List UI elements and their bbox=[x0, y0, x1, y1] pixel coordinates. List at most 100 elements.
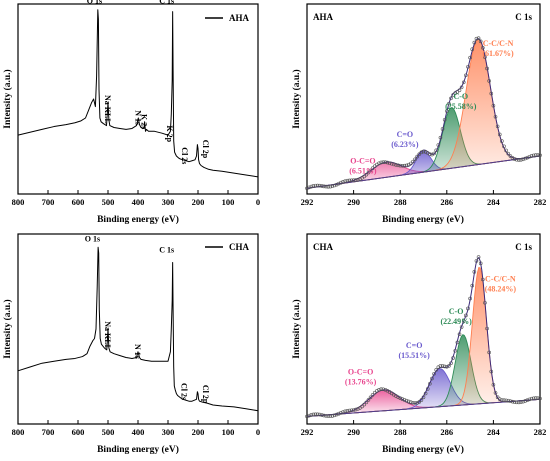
x-tick-label: 100 bbox=[222, 427, 235, 437]
raw-data-point bbox=[500, 139, 504, 143]
peak-c-o bbox=[306, 368, 541, 417]
raw-data-point bbox=[519, 158, 523, 162]
y-axis-label: Intensity (a.u.) bbox=[291, 299, 302, 358]
raw-data-point bbox=[476, 36, 481, 41]
raw-data-point bbox=[497, 397, 502, 401]
raw-data-point bbox=[417, 400, 422, 404]
raw-data-point bbox=[368, 395, 373, 400]
raw-data-point bbox=[349, 178, 354, 183]
peak-label: Na KLL bbox=[103, 321, 112, 350]
raw-data-point bbox=[332, 413, 337, 418]
panel-c1s-aha: 292 290 288 286 284 282 O-C=O(6.51%) C=O(6.23%… bbox=[291, 3, 546, 225]
raw-data-point bbox=[527, 397, 532, 402]
fit-envelope bbox=[305, 36, 542, 191]
raw-data-point bbox=[512, 157, 517, 161]
raw-data-point bbox=[525, 398, 530, 402]
raw-data-point bbox=[313, 412, 318, 417]
raw-data-point bbox=[396, 395, 400, 399]
raw-data-point bbox=[440, 364, 445, 368]
raw-data-point bbox=[464, 73, 468, 78]
raw-data-point bbox=[485, 326, 489, 331]
raw-data-point bbox=[428, 381, 432, 386]
component-name: C=O bbox=[406, 341, 423, 350]
raw-data-point bbox=[343, 179, 347, 183]
raw-data-point bbox=[483, 55, 487, 59]
x-tick-label: 0 bbox=[256, 427, 260, 437]
raw-data-point bbox=[311, 412, 316, 417]
raw-data-point bbox=[334, 182, 339, 187]
raw-data-point bbox=[415, 154, 419, 159]
component-name: O-C=O bbox=[350, 157, 375, 166]
raw-data-point bbox=[339, 411, 343, 415]
y-axis-label: Intensity (a.u.) bbox=[291, 69, 302, 128]
raw-data-point bbox=[459, 85, 464, 90]
component-name: O-C=O bbox=[348, 368, 373, 377]
raw-data-point bbox=[343, 409, 347, 414]
raw-data-point bbox=[349, 408, 354, 413]
raw-data-point bbox=[402, 163, 407, 168]
raw-data-point bbox=[468, 296, 472, 301]
x-tick-label: 800 bbox=[12, 197, 25, 207]
sample-label: CHA bbox=[313, 242, 334, 252]
raw-data-point bbox=[536, 396, 540, 401]
peak-label: K 2s bbox=[140, 114, 149, 129]
raw-data-point bbox=[495, 395, 500, 400]
x-tick-label: 200 bbox=[192, 427, 205, 437]
raw-data-point bbox=[428, 152, 432, 156]
raw-data-point bbox=[381, 160, 386, 164]
raw-data-point bbox=[330, 184, 335, 188]
raw-data-point bbox=[415, 401, 419, 405]
raw-data-point bbox=[527, 154, 532, 159]
raw-data-point bbox=[379, 387, 383, 392]
series-line-aha bbox=[17, 9, 259, 178]
component-name: C-O bbox=[453, 92, 468, 101]
raw-data-point bbox=[468, 55, 472, 60]
raw-data-point bbox=[514, 400, 519, 405]
peak-label: O 1s bbox=[85, 234, 100, 243]
raw-data-point bbox=[413, 157, 417, 162]
raw-data-point bbox=[538, 396, 542, 401]
raw-data-point bbox=[508, 154, 513, 158]
raw-data-point bbox=[481, 46, 485, 50]
raw-data-point bbox=[311, 184, 316, 188]
raw-data-point bbox=[324, 184, 328, 189]
raw-data-point bbox=[461, 80, 466, 85]
raw-data-point bbox=[457, 88, 462, 93]
x-tick-label: 800 bbox=[12, 427, 25, 437]
raw-data-point bbox=[432, 151, 436, 156]
raw-data-point bbox=[502, 398, 506, 402]
sample-label: AHA bbox=[313, 12, 334, 22]
raw-data-point bbox=[512, 400, 517, 404]
plot-frame bbox=[17, 3, 259, 195]
x-tick-label: 700 bbox=[42, 427, 55, 437]
plot-frame bbox=[17, 233, 259, 425]
x-tick-label: 282 bbox=[534, 427, 547, 437]
raw-data-point bbox=[317, 183, 322, 188]
raw-data-point bbox=[336, 181, 341, 186]
raw-data-point bbox=[474, 259, 479, 263]
raw-data-point bbox=[328, 414, 333, 418]
raw-data-point bbox=[502, 144, 506, 149]
raw-data-point bbox=[466, 306, 470, 311]
raw-data-point bbox=[447, 364, 451, 368]
x-tick-label: 300 bbox=[162, 197, 175, 207]
raw-data-point bbox=[383, 160, 388, 164]
raw-data-point bbox=[444, 364, 449, 369]
raw-data-point bbox=[466, 64, 470, 69]
raw-data-point bbox=[404, 163, 409, 168]
raw-data-point bbox=[411, 400, 415, 405]
raw-data-point bbox=[305, 186, 309, 191]
component-labels: O-C=O(13.76%) C=O(15.51%) C-O(22.49%) C-C/C… bbox=[345, 275, 516, 387]
raw-data-point bbox=[313, 183, 318, 188]
raw-data-point bbox=[447, 101, 451, 106]
component-name: C-C/C-N bbox=[483, 39, 514, 48]
component-name: C-C/C-N bbox=[485, 275, 516, 284]
raw-data-point bbox=[366, 170, 371, 175]
raw-data-point bbox=[400, 397, 405, 401]
raw-data-point bbox=[400, 163, 405, 168]
x-tick-label: 286 bbox=[440, 427, 453, 437]
raw-data-point bbox=[453, 348, 458, 353]
peak-label: C 1s bbox=[159, 246, 174, 255]
raw-data-point bbox=[487, 350, 491, 355]
